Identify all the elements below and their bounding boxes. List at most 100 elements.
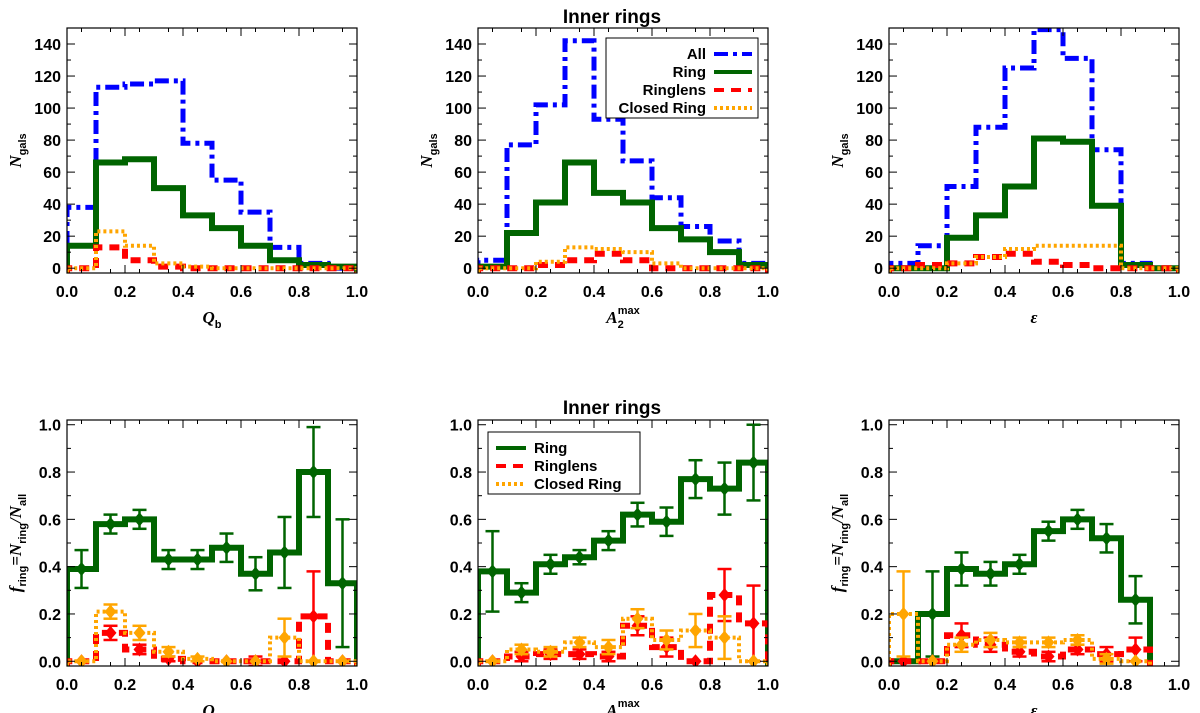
marker-ring <box>486 564 499 579</box>
marker-ringlens <box>1129 642 1142 657</box>
y-tick-label: 0.0 <box>39 654 61 671</box>
y-tick-label: 20 <box>865 229 883 246</box>
marker-ring <box>747 455 760 470</box>
y-tick-label: 140 <box>445 37 472 54</box>
marker-ring <box>191 552 204 567</box>
series-ring-line <box>889 135 1179 273</box>
marker-closed-ring <box>307 654 320 666</box>
y-tick-label: 0 <box>874 261 883 278</box>
y-tick-label: 0.4 <box>450 560 472 577</box>
y-tick-label: 80 <box>43 133 61 150</box>
x-tick-label: 0.4 <box>172 677 194 694</box>
plot-frame <box>888 27 1180 274</box>
marker-closed-ring <box>984 632 997 647</box>
y-tick-label: 100 <box>445 101 472 118</box>
marker-closed-ring <box>602 640 615 655</box>
y-tick-label: 0.4 <box>39 560 61 577</box>
y-tick-label: 1.0 <box>450 418 472 435</box>
legend-label-closed-ring: Closed Ring <box>534 476 622 493</box>
marker-ring <box>955 562 968 577</box>
x-tick-label: 1.0 <box>1168 677 1190 694</box>
marker-ring <box>1013 557 1026 572</box>
y-tick-label: 60 <box>865 165 883 182</box>
y-tick-label: 0.2 <box>450 607 472 624</box>
y-axis-label: Ngals <box>6 133 29 168</box>
y-axis-label: fring=Nring/Nall <box>6 494 29 592</box>
marker-closed-ring <box>689 623 702 638</box>
x-tick-label: 0.0 <box>56 284 78 301</box>
legend-label-ring: Ring <box>673 64 706 81</box>
marker-closed-ring <box>191 651 204 666</box>
panel-bot-qb: 0.0 0.2 0.4 0.6 0.8 1.0 0.0 0.2 0.4 0.6 0.8 1.0 Qb fr… <box>6 418 368 713</box>
panel-bot-eps: 0.0 0.2 0.4 0.6 0.8 1.0 0.0 0.2 0.4 0.6 0.8 1.0 ε fri… <box>828 418 1190 713</box>
x-tick-label: 0.4 <box>583 677 605 694</box>
y-tick-label: 0.8 <box>39 465 61 482</box>
y-tick-label: 0 <box>52 261 61 278</box>
x-axis-label: ε <box>1031 701 1038 713</box>
marker-closed-ring <box>336 654 349 666</box>
y-tick-label: 120 <box>34 69 61 86</box>
series-all-line <box>478 38 768 273</box>
series-ring-line <box>478 159 768 273</box>
marker-ring <box>544 557 557 572</box>
legend-label-ringlens: Ringlens <box>643 82 706 99</box>
legend-label-all: All <box>687 46 706 63</box>
y-tick-label: 0.0 <box>450 654 472 671</box>
y-tick-label: 40 <box>865 197 883 214</box>
marker-ringlens <box>573 647 586 662</box>
plot-frame <box>477 27 769 274</box>
plot-area <box>478 423 768 666</box>
marker-ring <box>631 507 644 522</box>
panel-bot-a2: 0.0 0.2 0.4 0.6 0.8 1.0 0.0 0.2 0.4 0.6 0.8 1.0 A2ma… <box>450 418 779 713</box>
marker-closed-ring <box>75 654 88 666</box>
x-tick-label: 0.2 <box>114 677 136 694</box>
y-tick-label: 0.6 <box>450 512 472 529</box>
marker-closed-ring <box>573 635 586 650</box>
x-tick-label: 0.4 <box>172 284 194 301</box>
x-tick-label: 0.6 <box>1052 284 1074 301</box>
panel-top-eps: 0.0 0.2 0.4 0.6 0.8 1.0 0 20 40 60 80 100 120 140 ε Nga… <box>828 27 1190 327</box>
series-ringlens-line <box>478 250 768 273</box>
x-axis-label: A2max <box>605 305 640 331</box>
marker-ring <box>718 481 731 496</box>
legend-box <box>605 37 759 119</box>
marker-ringlens <box>278 654 291 666</box>
y-tick-label: 1.0 <box>39 418 61 435</box>
marker-ring <box>75 562 88 577</box>
marker-ring <box>1100 531 1113 546</box>
marker-ring <box>602 533 615 548</box>
marker-closed-ring <box>631 611 644 626</box>
series-all-line <box>67 78 357 273</box>
y-axis-label: Ngals <box>828 133 851 168</box>
x-tick-label: 1.0 <box>346 284 368 301</box>
marker-closed-ring <box>660 632 673 647</box>
y-tick-label: 0.2 <box>861 607 883 624</box>
x-tick-label: 0.4 <box>583 284 605 301</box>
y-tick-label: 80 <box>454 133 472 150</box>
marker-ring <box>984 566 997 581</box>
panel-top-qb: 0.0 0.2 0.4 0.6 0.8 1.0 0 20 40 60 80 100 120 140 Qb Ng… <box>6 27 368 331</box>
series-closed-ring-line <box>67 609 357 666</box>
x-tick-label: 0.8 <box>288 284 310 301</box>
marker-closed-ring <box>249 654 262 666</box>
y-tick-label: 140 <box>856 37 883 54</box>
y-tick-label: 120 <box>856 69 883 86</box>
bottom-title: Inner rings <box>563 398 661 419</box>
y-tick-label: 100 <box>34 101 61 118</box>
x-tick-label: 0.2 <box>525 677 547 694</box>
x-tick-label: 0.8 <box>699 677 721 694</box>
plot-area <box>889 508 1153 666</box>
y-tick-label: 0.0 <box>861 654 883 671</box>
series-ring-line <box>67 156 357 273</box>
x-axis-label: Qb <box>202 701 221 713</box>
marker-closed-ring <box>747 654 760 666</box>
x-tick-label: 0.8 <box>699 284 721 301</box>
marker-ring <box>660 514 673 529</box>
x-tick-label: 0.2 <box>114 284 136 301</box>
marker-closed-ring <box>1013 635 1026 650</box>
y-tick-label: 100 <box>856 101 883 118</box>
marker-closed-ring <box>1071 632 1084 647</box>
y-tick-label: 140 <box>34 37 61 54</box>
x-tick-label: 0.2 <box>936 284 958 301</box>
